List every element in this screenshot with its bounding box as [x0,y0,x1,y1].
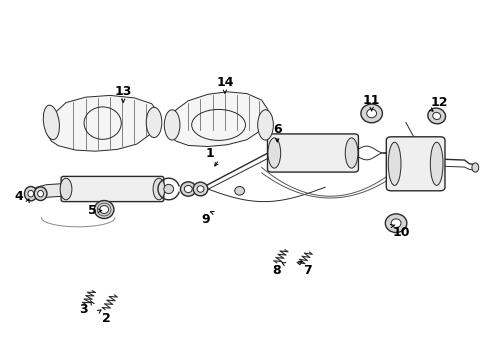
FancyBboxPatch shape [267,134,358,172]
Ellipse shape [197,186,203,192]
Polygon shape [30,184,63,197]
Ellipse shape [153,178,164,200]
Text: 5: 5 [87,204,96,217]
Text: 7: 7 [302,264,311,276]
Ellipse shape [38,190,43,197]
Text: 12: 12 [429,96,447,109]
Ellipse shape [429,142,442,185]
Ellipse shape [432,112,440,120]
Ellipse shape [164,110,180,140]
Text: 10: 10 [391,226,409,239]
Ellipse shape [471,163,478,172]
Ellipse shape [100,206,108,213]
Ellipse shape [24,186,37,201]
Ellipse shape [385,214,406,233]
Ellipse shape [427,108,445,124]
Text: 4: 4 [14,190,23,203]
Text: 3: 3 [79,303,87,316]
Text: 9: 9 [201,213,209,226]
Text: 6: 6 [272,123,281,136]
Text: 13: 13 [114,85,132,98]
Ellipse shape [234,186,244,195]
Ellipse shape [60,178,72,200]
Text: 2: 2 [102,312,111,325]
Text: 1: 1 [205,147,214,159]
Text: 8: 8 [271,264,280,277]
Ellipse shape [366,109,376,118]
Ellipse shape [257,110,273,140]
Ellipse shape [43,105,59,140]
FancyBboxPatch shape [61,176,163,202]
Ellipse shape [163,184,173,194]
FancyBboxPatch shape [386,137,444,191]
Ellipse shape [360,104,382,123]
Ellipse shape [193,182,207,196]
Ellipse shape [267,138,280,168]
Polygon shape [49,95,159,151]
Ellipse shape [345,138,357,168]
Ellipse shape [387,142,400,185]
Ellipse shape [180,182,196,196]
Ellipse shape [184,185,192,193]
Ellipse shape [390,219,400,228]
Ellipse shape [94,201,114,219]
Ellipse shape [28,190,34,197]
Polygon shape [168,92,267,147]
Text: 11: 11 [362,94,380,107]
Ellipse shape [34,187,47,201]
Ellipse shape [146,107,162,138]
Text: 14: 14 [216,76,233,89]
